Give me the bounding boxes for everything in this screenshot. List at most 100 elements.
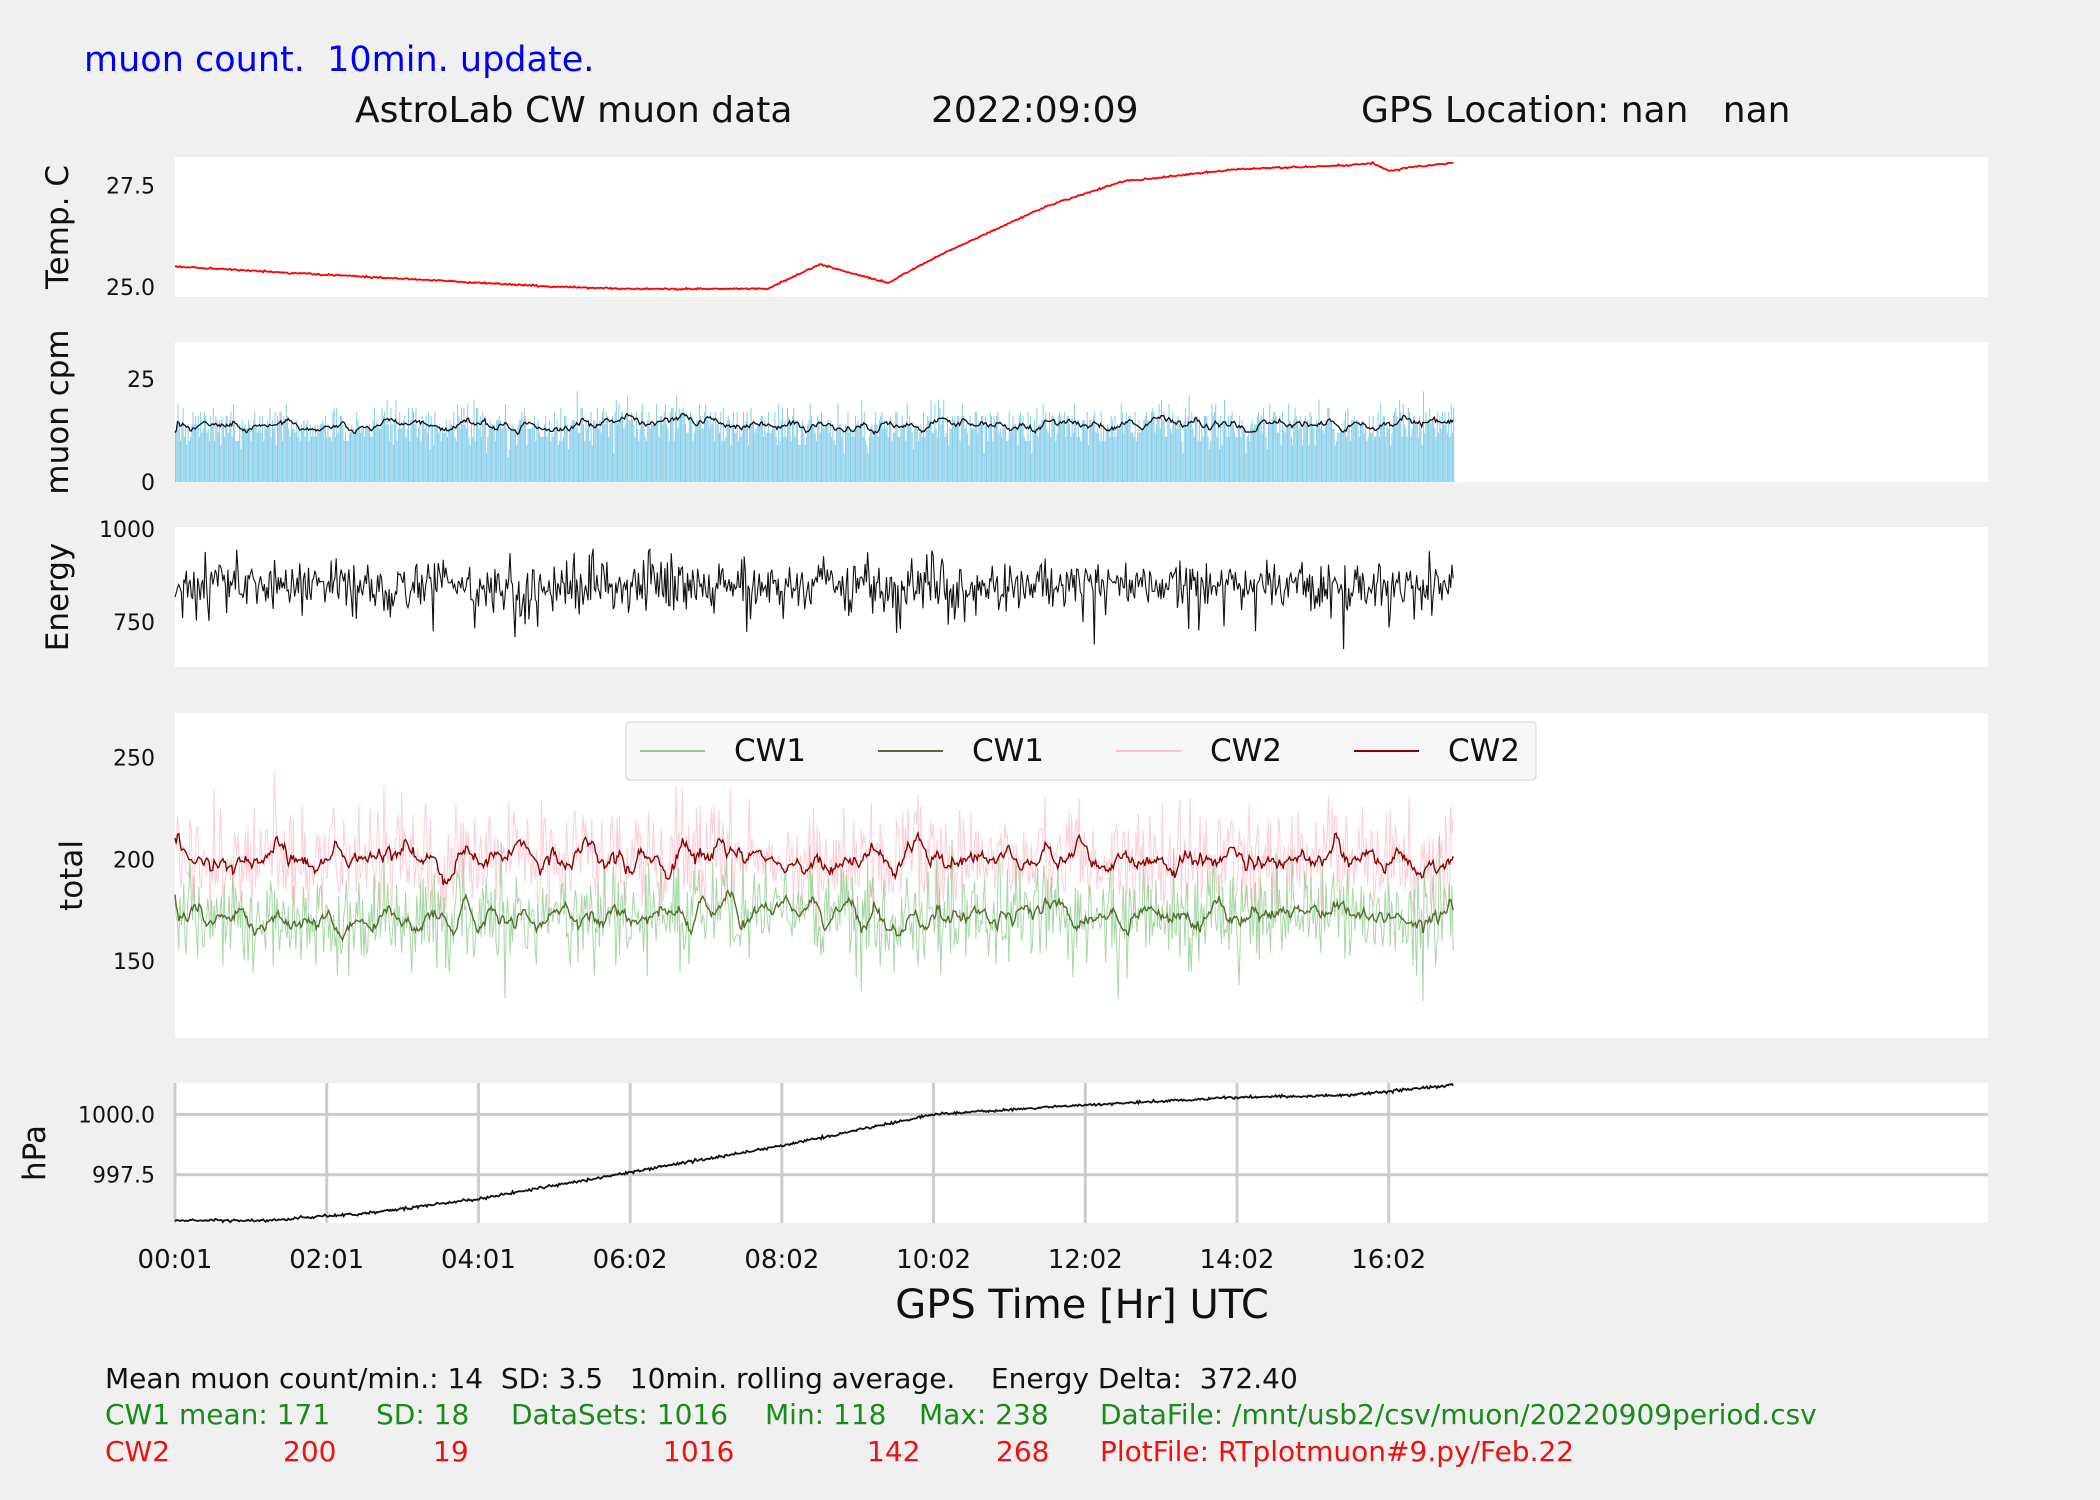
muon-bar (987, 440, 989, 482)
muon-bar (862, 436, 864, 482)
muon-bar (1226, 436, 1228, 482)
muon-bar (674, 412, 676, 482)
muon-bar (695, 424, 697, 482)
muon-bar (780, 420, 782, 482)
muon-bar (1118, 428, 1120, 482)
muon-bar (433, 444, 435, 482)
muon-bar (1084, 420, 1086, 482)
muon-bar (235, 440, 237, 482)
muon-bar (562, 436, 564, 482)
muon-bar (1057, 416, 1059, 482)
muon-bar (501, 428, 503, 482)
muon-bar (778, 403, 780, 482)
muon-bar (953, 420, 955, 482)
muon-bar (265, 428, 267, 482)
panel-2-ytick-1: 1000 (99, 518, 155, 543)
muon-bar (1156, 424, 1158, 482)
muon-bar (681, 412, 683, 482)
muon-bar (566, 424, 568, 482)
muon-bar (682, 407, 684, 482)
panel-2-ylabel: Energy (40, 543, 76, 652)
muon-bar (1163, 412, 1165, 482)
muon-bar (999, 428, 1001, 482)
muon-bar (588, 424, 590, 482)
muon-bar (1305, 424, 1307, 482)
muon-bar (1069, 424, 1071, 482)
muon-bar (673, 440, 675, 482)
muon-bar (1095, 432, 1097, 482)
muon-bar (511, 428, 513, 482)
muon-bar (957, 416, 959, 482)
muon-bar (1148, 424, 1150, 482)
muon-bar (1042, 403, 1044, 482)
muon-bar (312, 428, 314, 482)
muon-bar (823, 428, 825, 482)
muon-bar (594, 420, 596, 482)
muon-bar (737, 440, 739, 482)
muon-bar (560, 407, 562, 482)
muon-bar (522, 420, 524, 482)
muon-bar (1339, 428, 1341, 482)
cw1-stat-4: Max: 238 (919, 1398, 1049, 1431)
muon-bar (719, 432, 721, 482)
muon-bar (993, 416, 995, 482)
muon-bar (304, 436, 306, 482)
muon-bar (603, 407, 605, 482)
muon-bar (721, 440, 723, 482)
muon-bar (906, 403, 908, 482)
muon-bar (515, 428, 517, 482)
muon-bar (457, 403, 459, 482)
muon-bar (680, 416, 682, 482)
muon-bar (1177, 416, 1179, 482)
muon-bar (474, 440, 476, 482)
muon-bar (1235, 436, 1237, 482)
muon-bar (536, 424, 538, 482)
cw2-stat-5: 268 (996, 1435, 1050, 1468)
muon-bar (1182, 453, 1184, 482)
muon-bar (1178, 424, 1180, 482)
muon-bar (376, 420, 378, 482)
muon-bar (448, 428, 450, 482)
muon-bar (1386, 424, 1388, 482)
muon-bar (1221, 444, 1223, 482)
muon-bar (897, 436, 899, 482)
muon-bar (1358, 436, 1360, 482)
muon-bar (486, 453, 488, 482)
muon-bar (1290, 436, 1292, 482)
muon-bar (688, 420, 690, 482)
muon-bar (1400, 412, 1402, 482)
muon-bar (1187, 416, 1189, 482)
muon-bar (1394, 412, 1396, 482)
muon-bar (865, 440, 867, 482)
muon-bar (943, 399, 945, 482)
muon-bar (396, 440, 398, 482)
muon-bar (984, 416, 986, 482)
muon-bar (1346, 436, 1348, 482)
muon-bar (1318, 399, 1320, 482)
muon-bar (1265, 436, 1267, 482)
muon-bar (843, 453, 845, 482)
muon-bar (494, 440, 496, 482)
muon-bar (1120, 403, 1122, 482)
muon-bar (664, 403, 666, 482)
muon-bar (748, 444, 750, 482)
muon-bar (827, 420, 829, 482)
muon-bar (866, 444, 868, 482)
muon-bar (278, 420, 280, 482)
muon-bar (911, 432, 913, 482)
muon-bar (952, 416, 954, 482)
muon-bar (1036, 407, 1038, 482)
muon-bar (1076, 436, 1078, 482)
muon-bar (1159, 428, 1161, 482)
muon-bar (438, 432, 440, 482)
xtick-0: 00:01 (138, 1245, 213, 1275)
muon-bar (1072, 432, 1074, 482)
muon-bar (430, 416, 432, 482)
muon-bar (1321, 420, 1323, 482)
muon-bar (1409, 412, 1411, 482)
muon-bar (1397, 424, 1399, 482)
muon-bar (1412, 416, 1414, 482)
muon-bar (950, 428, 952, 482)
muon-bar (1333, 428, 1335, 482)
muon-bar (556, 420, 558, 482)
